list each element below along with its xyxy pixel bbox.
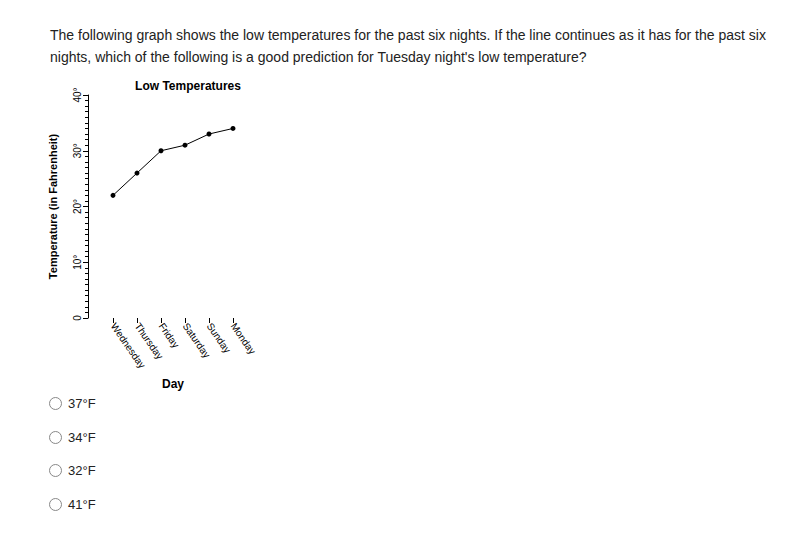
svg-text:Sunday: Sunday	[204, 320, 233, 355]
html-text:41°F: 41°F	[68, 496, 96, 512]
svg-text:Low Temperatures: Low Temperatures	[135, 79, 241, 93]
svg-text:0: 0	[72, 315, 83, 321]
svg-text:20°: 20°	[72, 199, 83, 214]
html-text:34°F: 34°F	[68, 429, 96, 445]
svg-text:Thursday: Thursday	[132, 320, 166, 362]
svg-text:Wednesday: Wednesday	[108, 320, 148, 371]
html-text:37°F: 37°F	[68, 396, 96, 411]
svg-text:40°: 40°	[72, 87, 83, 102]
svg-text:Saturday: Saturday	[180, 320, 213, 360]
svg-text:10°: 10°	[72, 255, 83, 270]
html-text:The following graph shows the: The following graph shows the low temper…	[50, 27, 766, 65]
svg-text:Monday: Monday	[228, 321, 257, 356]
html-text:32°F: 32°F	[68, 463, 96, 478]
svg-text:Day: Day	[162, 377, 184, 391]
svg-text:Friday: Friday	[156, 321, 181, 350]
svg-text:Temperature (in Fahrenheit): Temperature (in Fahrenheit)	[47, 134, 59, 280]
svg-text:30°: 30°	[72, 143, 83, 158]
